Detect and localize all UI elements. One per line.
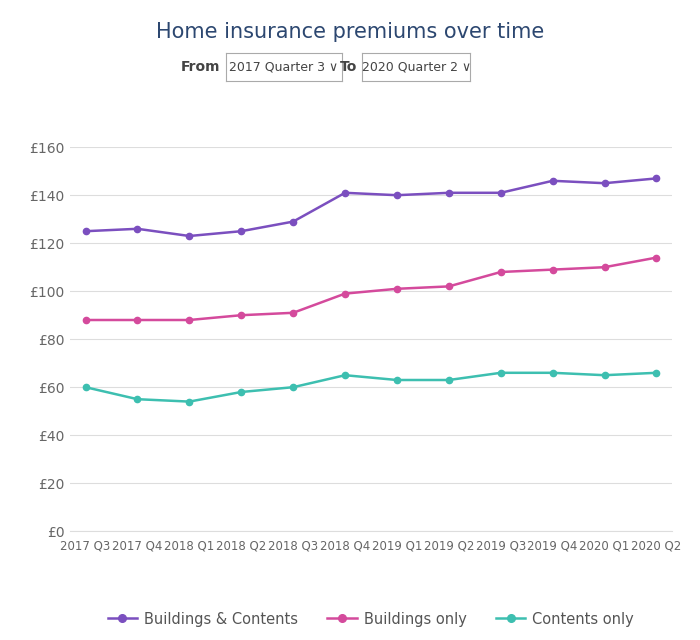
Text: 2020 Quarter 2 ∨: 2020 Quarter 2 ∨ <box>362 61 470 74</box>
Legend: Buildings & Contents, Buildings only, Contents only: Buildings & Contents, Buildings only, Co… <box>102 605 640 632</box>
Text: To: To <box>340 60 357 74</box>
Text: 2017 Quarter 3 ∨: 2017 Quarter 3 ∨ <box>230 61 338 74</box>
Text: From: From <box>181 60 220 74</box>
Text: Home insurance premiums over time: Home insurance premiums over time <box>156 22 544 42</box>
